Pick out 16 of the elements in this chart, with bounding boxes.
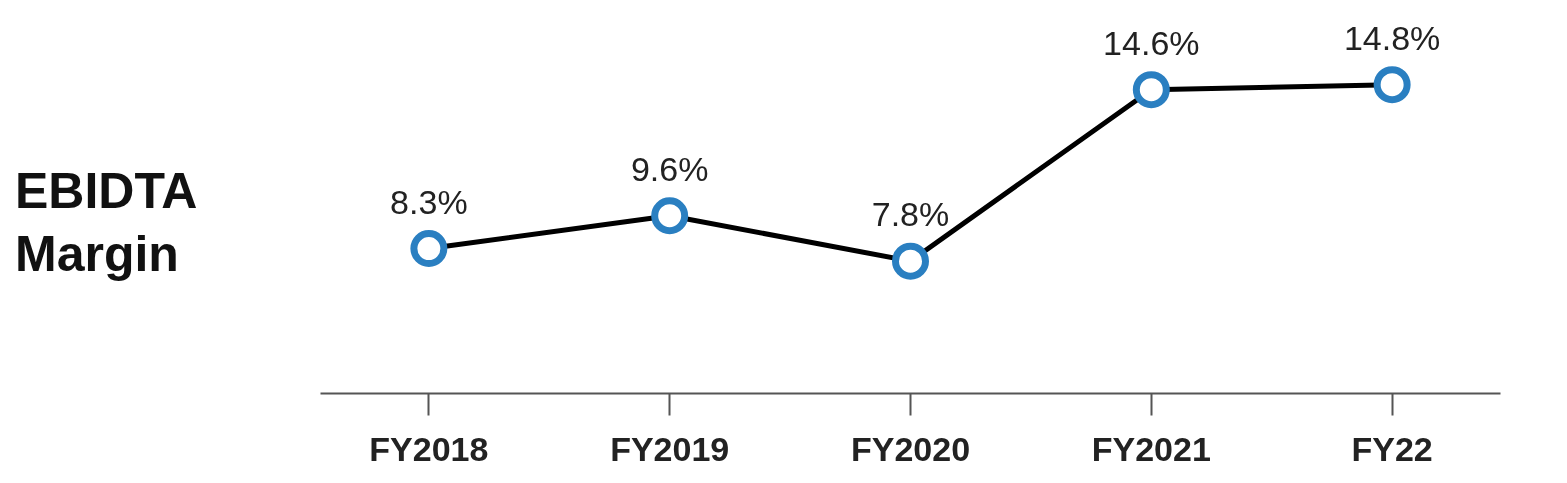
data-label: 8.3% xyxy=(390,182,468,221)
x-tick-label: FY2021 xyxy=(1091,429,1211,468)
y-axis-title: EBIDTA Margin xyxy=(15,162,197,284)
x-tick-label: FY22 xyxy=(1351,429,1433,468)
x-tick-label: FY2019 xyxy=(610,429,730,468)
x-tick-label: FY2018 xyxy=(369,429,489,468)
data-label: 9.6% xyxy=(630,149,709,188)
data-label: 14.6% xyxy=(1103,23,1200,62)
point xyxy=(410,230,448,267)
point xyxy=(1132,71,1170,109)
x-tick-label: FY2020 xyxy=(850,429,971,468)
point xyxy=(1373,66,1411,104)
point xyxy=(892,242,929,280)
data-label: 14.8% xyxy=(1343,18,1441,57)
point xyxy=(651,197,689,235)
data-label: 7.8% xyxy=(871,195,950,234)
